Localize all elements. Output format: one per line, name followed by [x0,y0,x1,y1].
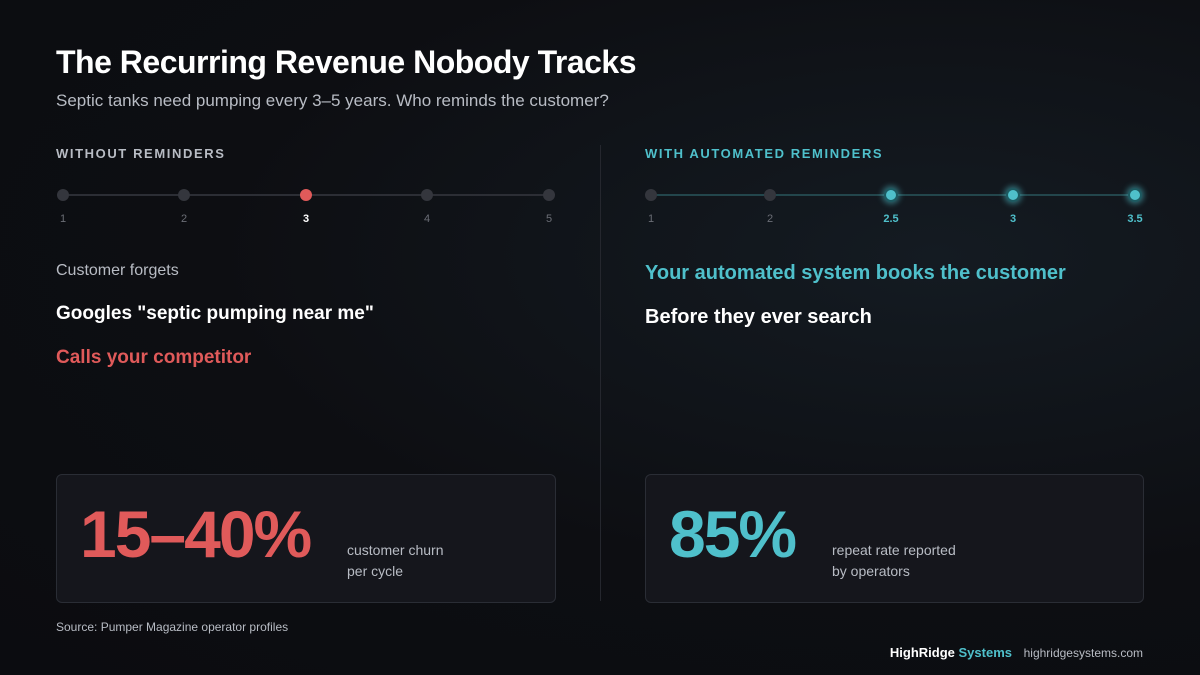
source: Source: Pumper Magazine operator profile… [56,620,289,634]
caption-line: per cycle [347,563,404,579]
timeline-label: 2 [181,213,187,225]
section-heading: WITH AUTOMATED REMINDERS [645,146,884,161]
title: The Recurring Revenue Nobody Tracks [56,44,637,80]
timelines: 1 2 3 4 5 1 2 2.5 3 3.5 [57,186,1144,225]
timeline-label: 1 [648,213,654,225]
timeline-label: 3 [303,213,309,225]
stat-value: 85% [669,497,797,571]
url[interactable]: highridgesystems.com [1023,646,1143,660]
step-text: Googles "septic pumping near me" [56,303,374,324]
stat-box [645,474,1144,603]
subtitle: Septic tanks need pumping every 3–5 year… [56,91,609,110]
footer-brand: HighRidge Systems highridgesystems.com [890,645,1143,660]
timeline-dots [57,186,1144,204]
timeline-label: 1 [60,213,66,225]
timeline-label: 4 [424,213,430,225]
brand-accent: Systems [958,645,1012,660]
stat-caption: repeat rate reported by operators [832,540,956,582]
stat-value: 15–40% [80,497,312,571]
stat-box [56,474,556,603]
timeline-label: 2 [767,213,773,225]
timeline-label: 3 [1010,213,1016,225]
divider [600,145,601,601]
caption-line: repeat rate reported [832,542,956,558]
section-heading: WITHOUT REMINDERS [56,146,226,161]
step-text: Calls your competitor [56,347,252,368]
caption-line: by operators [832,563,910,579]
brand: HighRidge [889,645,955,660]
step-text: Before they ever search [645,306,872,328]
timeline-label: 3.5 [1127,213,1142,225]
stat-caption: customer churn per cycle [347,540,443,582]
step-text: Customer forgets [56,262,179,279]
step-text: Your automated system books the customer [645,262,1066,284]
caption-line: customer churn [347,542,444,558]
timeline-label: 2.5 [883,213,898,225]
timeline-label: 5 [546,213,552,225]
